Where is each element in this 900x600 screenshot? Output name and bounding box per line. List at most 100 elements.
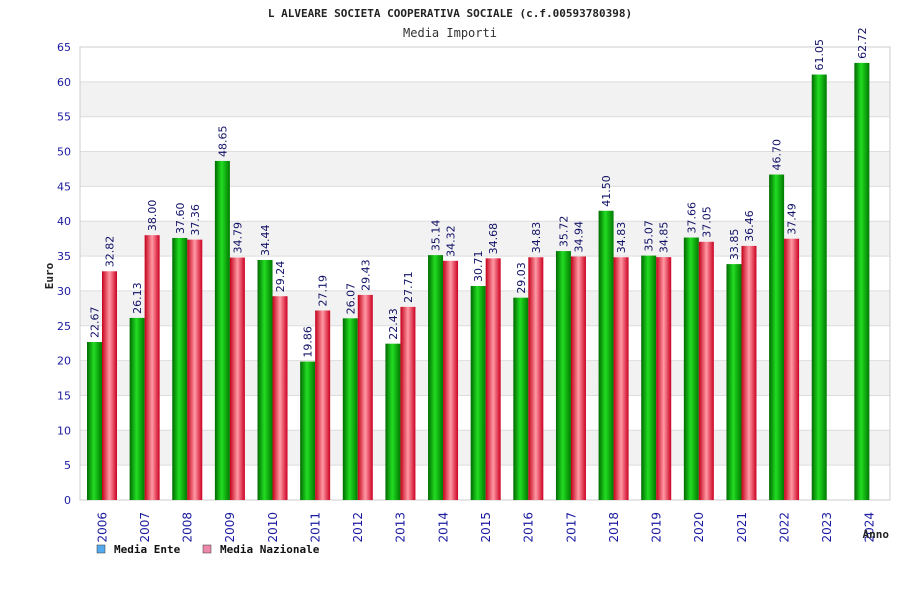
y-tick-label: 40 [57,215,71,228]
data-label: 34.85 [658,222,671,254]
x-tick-label: 2010 [266,512,280,543]
bar-media-nazionale [528,257,544,500]
data-label: 34.83 [530,222,543,254]
y-tick-label: 25 [57,320,71,333]
x-tick-label: 2011 [308,512,322,543]
data-label: 27.19 [317,275,330,307]
data-label: 61.05 [813,39,826,71]
data-label: 34.79 [231,222,244,253]
grid-band [80,151,890,187]
data-label: 29.43 [359,259,372,291]
bar-media-nazionale [400,306,416,500]
bar-media-ente [555,251,571,500]
data-label: 30.71 [472,250,485,282]
x-tick-label: 2021 [735,512,749,543]
x-tick-label: 2016 [522,512,536,543]
x-tick-label: 2020 [692,512,706,543]
bar-media-ente [428,255,444,500]
grid-band [80,47,890,82]
chart-subtitle: Media Importi [403,26,497,40]
data-label: 36.46 [743,210,756,242]
x-tick-label: 2009 [223,512,237,543]
data-label: 34.94 [572,221,585,253]
bar-media-nazionale [570,256,586,500]
bar-media-nazionale [485,258,501,500]
bar-media-ente [726,264,742,500]
bar-media-nazionale [613,257,629,500]
data-label: 34.44 [259,224,272,256]
legend-swatch-media-nazionale [202,544,212,554]
bar-media-ente [598,210,614,500]
chart-title: L ALVEARE SOCIETA COOPERATIVA SOCIALE (c… [268,7,632,20]
y-tick-label: 0 [64,494,71,507]
legend-swatch-media-ente [96,544,106,554]
x-tick-label: 2023 [820,512,834,543]
bar-media-nazionale [187,239,203,501]
bar-media-ente [854,62,870,501]
bar-media-nazionale [229,257,245,500]
data-label: 46.70 [771,139,784,171]
data-label: 29.24 [274,261,287,293]
y-tick-label: 30 [57,285,71,298]
data-label: 41.50 [600,175,613,207]
data-label: 19.86 [302,326,315,358]
bar-media-ente [641,255,657,500]
y-tick-label: 55 [57,111,71,124]
data-label: 35.07 [643,220,656,252]
x-tick-label: 2019 [650,512,664,543]
bar-media-ente [87,342,102,500]
bar-media-nazionale [656,257,672,500]
y-tick-label: 10 [57,424,71,437]
data-label: 26.07 [344,283,357,315]
bar-media-ente [172,237,188,501]
bar-media-ente [811,74,827,500]
data-label: 37.66 [685,202,698,234]
data-label: 48.65 [216,125,229,156]
value-labels: 22.67 32.82 26.13 38.00 37.60 37.36 48.65 34.79… [89,27,869,357]
data-label: 27.71 [402,271,415,303]
bar-media-ente [385,343,401,500]
data-label: 32.82 [104,236,117,268]
data-label: 35.14 [430,220,443,252]
data-label: 22.67 [89,307,102,339]
data-label: 35.72 [557,216,570,248]
y-ticks: 0 5 10 15 20 25 30 35 40 45 50 55 60 65 [57,41,71,507]
bar-media-ente [470,285,486,500]
data-label: 62.72 [856,27,869,59]
bar-media-ente [769,174,785,500]
data-label: 37.49 [786,203,799,235]
y-tick-label: 20 [57,355,71,368]
bar-media-nazionale [272,296,288,500]
bar-media-nazionale [784,238,800,500]
data-label: 34.83 [615,222,628,254]
data-label: 37.05 [700,206,713,238]
bar-media-nazionale [741,245,757,500]
x-tick-label: 2006 [95,512,109,543]
legend-label-media-ente: Media Ente [114,543,181,556]
y-tick-label: 15 [57,389,71,402]
grid-band [80,81,890,117]
data-label: 37.36 [189,204,202,236]
bar-media-ente [300,361,316,500]
x-tick-label: 2022 [777,512,791,543]
data-label: 29.03 [515,262,528,294]
y-tick-label: 5 [64,459,71,472]
x-tick-label: 2018 [607,512,621,543]
x-axis-label: Anno [863,528,890,541]
data-label: 38.00 [146,200,159,232]
bar-media-nazionale [357,294,373,500]
x-tick-label: 2024 [863,512,877,543]
bar-media-nazionale [443,260,459,500]
x-tick-label: 2017 [564,512,578,543]
x-tick-label: 2007 [138,512,152,543]
bar-media-ente [129,317,145,500]
bar-media-ente [513,297,529,500]
data-label: 22.43 [387,308,400,340]
y-tick-label: 60 [57,76,71,89]
x-tick-label: 2014 [436,512,450,543]
x-ticks: 2006 2007 2008 2009 2010 2011 2012 2013 2014 2015… [95,512,876,543]
legend-label-media-nazionale: Media Nazionale [220,543,320,556]
bar-media-ente [257,259,273,500]
data-label: 34.68 [487,223,500,255]
